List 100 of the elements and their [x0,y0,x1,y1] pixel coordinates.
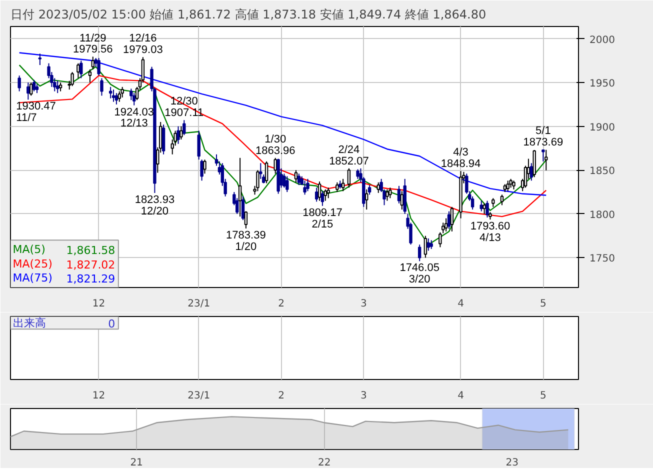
candlestick [238,157,242,218]
text: 2 [278,390,284,402]
candlestick [91,56,95,70]
candlestick [118,90,121,102]
candlestick [442,222,445,234]
candlestick [76,62,80,79]
candlestick [444,218,448,232]
candlestick [326,187,330,199]
text: 5 [540,390,546,402]
x-tick-label: 5 [540,298,546,310]
candlestick [450,206,454,232]
candlestick [482,202,486,214]
candlestick [18,75,21,92]
candlestick [26,82,30,100]
candlestick [100,78,104,96]
candlestick [264,160,268,184]
annotation: 4/3 1848.94 [440,146,481,170]
candlestick [297,173,301,186]
candlestick [56,80,60,94]
text: 12 [92,390,106,402]
candlestick [88,68,92,84]
candlestick [97,58,100,76]
candlestick [418,244,422,262]
annotation: 1823.93 12/20 [134,194,175,218]
candlestick [182,120,186,136]
text: 23/1 [188,390,210,402]
text: 0 [108,317,116,330]
candlestick [388,187,392,199]
annotation: 1746.05 3/20 [400,262,440,286]
candlestick [365,188,368,210]
annotation: 1783.39 1/20 [226,229,266,253]
y-tick-label: 1850 [590,166,615,178]
candlestick [200,159,204,182]
candlestick [438,232,442,248]
candlestick [400,190,404,210]
candlestick [70,72,74,87]
candlestick [486,200,489,218]
x-tick-label: 23 [506,458,519,468]
x-tick-label: 12 [92,298,106,310]
candlestick [530,162,534,182]
annotation: 1,821.29 [66,272,116,286]
candlestick [244,210,248,229]
annotation: 1,861.58 [66,244,116,257]
x-tick-label: 3 [360,298,367,310]
candlestick [203,159,206,174]
x-tick-label: 23/1 [188,298,210,310]
candlestick [336,182,339,193]
candlestick [132,92,136,106]
candlestick [447,210,451,230]
candlestick [176,126,180,144]
candlestick [368,184,372,196]
candlestick [286,176,289,193]
candlestick [112,89,116,102]
candlestick [197,130,200,160]
text: 出来高 [12,316,46,330]
annotation: 5/1 1873.69 [523,124,564,148]
text: MA(25) [12,257,52,270]
candlestick [120,86,124,98]
candlestick [162,124,166,155]
annotation: 12/16 1979.03 [123,32,163,56]
candlestick [294,170,298,183]
text: 4 [458,390,464,402]
y-tick-label: 1800 [590,210,615,221]
text: MA(5) [12,242,46,256]
candlestick [241,196,245,221]
x-tick-label: 2 [278,298,284,310]
candlestick [341,178,345,192]
candlestick [386,188,389,202]
y-tick-label: 1950 [590,78,615,90]
candlestick [306,178,310,192]
candlestick [32,79,36,92]
candlestick [114,92,118,105]
candlestick [397,185,401,204]
x-tick-label: 21 [130,458,143,468]
candlestick [256,170,260,192]
candlestick [506,180,510,192]
candlestick [259,162,262,180]
annotation: 1930.47 11/7 [16,100,56,124]
candlestick [314,187,318,202]
annotation: 11/29 1979.56 [73,32,113,56]
annotation: 1,827.02 [66,258,116,272]
candlestick [347,168,351,188]
annotation: 2/24 1852.07 [329,144,369,168]
y-tick-label: 2000 [590,34,615,46]
candlestick [29,82,33,96]
candlestick [180,126,183,140]
candlestick [318,181,322,202]
candlestick [324,188,328,202]
candlestick [80,60,83,79]
candlestick [532,149,536,178]
annotation: 1/30 1863.96 [255,134,296,157]
candlestick [38,53,42,66]
chart-title: 日付 2023/05/02 15:00 始値 1,861.72 高値 1,873.18 安値 1,849.74 終値 1,864.80 [10,8,486,22]
y-tick-label: 1900 [590,122,615,134]
candlestick [424,235,428,258]
y-tick-label: 1750 [590,254,615,265]
candlestick [303,180,306,196]
candlestick [356,168,360,180]
x-tick-label: 4 [458,298,464,310]
candlestick [544,149,548,171]
